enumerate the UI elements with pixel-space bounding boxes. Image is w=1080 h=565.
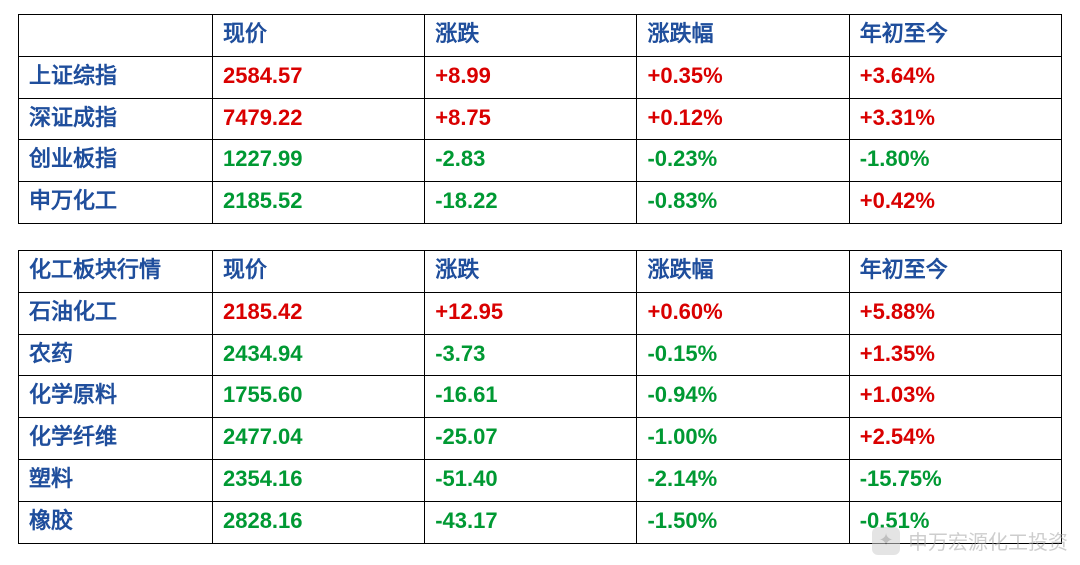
value-cell: -1.50%	[637, 501, 849, 543]
table-row: 塑料2354.16-51.40-2.14%-15.75%	[19, 459, 1062, 501]
value-cell: 2584.57	[212, 56, 424, 98]
value-cell: +3.64%	[849, 56, 1061, 98]
value-cell: +1.03%	[849, 376, 1061, 418]
table-header-row: 现价 涨跌 涨跌幅 年初至今	[19, 15, 1062, 57]
value-cell: +1.35%	[849, 334, 1061, 376]
row-label: 石油化工	[19, 292, 213, 334]
value-cell: +5.88%	[849, 292, 1061, 334]
row-label: 塑料	[19, 459, 213, 501]
value-cell: -15.75%	[849, 459, 1061, 501]
value-cell: 2828.16	[212, 501, 424, 543]
table-row: 申万化工2185.52-18.22-0.83%+0.42%	[19, 182, 1062, 224]
value-cell: +12.95	[425, 292, 637, 334]
row-label: 化学原料	[19, 376, 213, 418]
value-cell: -2.14%	[637, 459, 849, 501]
value-cell: +8.99	[425, 56, 637, 98]
value-cell: +3.31%	[849, 98, 1061, 140]
value-cell: 2434.94	[212, 334, 424, 376]
value-cell: 2185.42	[212, 292, 424, 334]
value-cell: -0.15%	[637, 334, 849, 376]
table-row: 橡胶2828.16-43.17-1.50%-0.51%	[19, 501, 1062, 543]
value-cell: -51.40	[425, 459, 637, 501]
row-label: 化学纤维	[19, 418, 213, 460]
table-row: 创业板指1227.99-2.83-0.23%-1.80%	[19, 140, 1062, 182]
row-label: 深证成指	[19, 98, 213, 140]
col-header: 涨跌幅	[637, 250, 849, 292]
col-header: 化工板块行情	[19, 250, 213, 292]
col-header	[19, 15, 213, 57]
value-cell: -0.51%	[849, 501, 1061, 543]
col-header: 涨跌	[425, 250, 637, 292]
row-label: 上证综指	[19, 56, 213, 98]
col-header: 涨跌幅	[637, 15, 849, 57]
col-header: 现价	[212, 250, 424, 292]
table-row: 化学原料1755.60-16.61-0.94%+1.03%	[19, 376, 1062, 418]
row-label: 农药	[19, 334, 213, 376]
col-header: 年初至今	[849, 15, 1061, 57]
table-header-row: 化工板块行情 现价 涨跌 涨跌幅 年初至今	[19, 250, 1062, 292]
col-header: 年初至今	[849, 250, 1061, 292]
value-cell: +0.12%	[637, 98, 849, 140]
value-cell: -0.23%	[637, 140, 849, 182]
value-cell: -0.83%	[637, 182, 849, 224]
value-cell: 2354.16	[212, 459, 424, 501]
value-cell: +0.60%	[637, 292, 849, 334]
value-cell: 1227.99	[212, 140, 424, 182]
row-label: 创业板指	[19, 140, 213, 182]
value-cell: +2.54%	[849, 418, 1061, 460]
page-root: 现价 涨跌 涨跌幅 年初至今 上证综指2584.57+8.99+0.35%+3.…	[0, 0, 1080, 565]
value-cell: 1755.60	[212, 376, 424, 418]
value-cell: -2.83	[425, 140, 637, 182]
value-cell: -0.94%	[637, 376, 849, 418]
value-cell: +0.35%	[637, 56, 849, 98]
col-header: 现价	[212, 15, 424, 57]
table-row: 化学纤维2477.04-25.07-1.00%+2.54%	[19, 418, 1062, 460]
table-row: 农药2434.94-3.73-0.15%+1.35%	[19, 334, 1062, 376]
table-row: 石油化工2185.42+12.95+0.60%+5.88%	[19, 292, 1062, 334]
row-label: 申万化工	[19, 182, 213, 224]
col-header: 涨跌	[425, 15, 637, 57]
row-label: 橡胶	[19, 501, 213, 543]
value-cell: 7479.22	[212, 98, 424, 140]
value-cell: -43.17	[425, 501, 637, 543]
value-cell: 2185.52	[212, 182, 424, 224]
value-cell: +0.42%	[849, 182, 1061, 224]
value-cell: 2477.04	[212, 418, 424, 460]
value-cell: -3.73	[425, 334, 637, 376]
table-row: 深证成指7479.22+8.75+0.12%+3.31%	[19, 98, 1062, 140]
table-gap	[18, 224, 1062, 250]
index-quotes-table: 现价 涨跌 涨跌幅 年初至今 上证综指2584.57+8.99+0.35%+3.…	[18, 14, 1062, 224]
sector-quotes-table: 化工板块行情 现价 涨跌 涨跌幅 年初至今 石油化工2185.42+12.95+…	[18, 250, 1062, 544]
value-cell: +8.75	[425, 98, 637, 140]
value-cell: -18.22	[425, 182, 637, 224]
value-cell: -1.00%	[637, 418, 849, 460]
value-cell: -1.80%	[849, 140, 1061, 182]
value-cell: -16.61	[425, 376, 637, 418]
value-cell: -25.07	[425, 418, 637, 460]
table-row: 上证综指2584.57+8.99+0.35%+3.64%	[19, 56, 1062, 98]
